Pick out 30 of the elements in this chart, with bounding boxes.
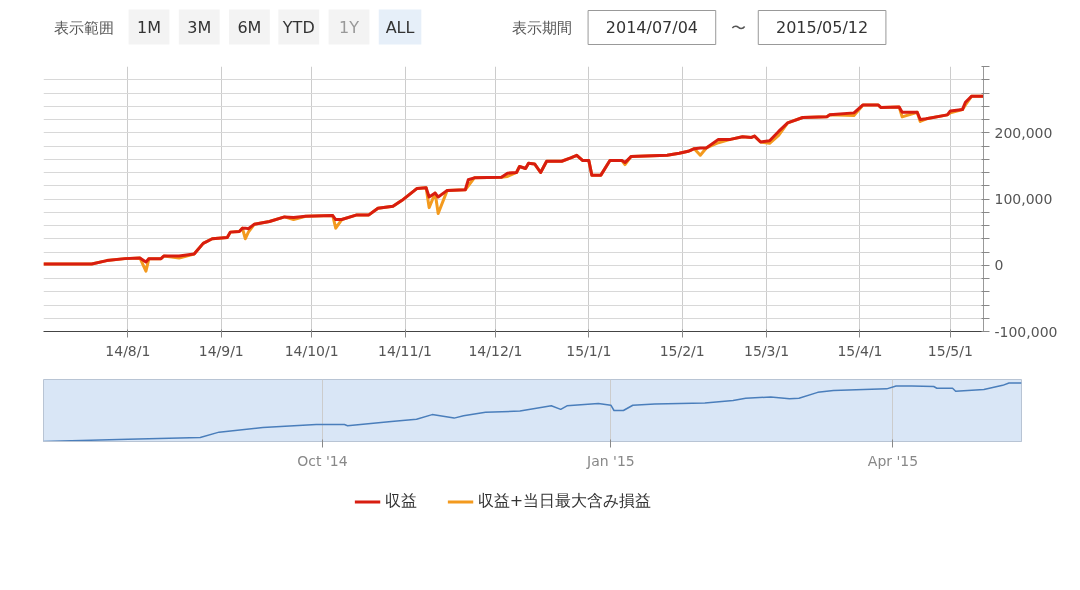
- x-tick-label: 15/4/1: [837, 342, 883, 359]
- text: 表示期間: [512, 18, 573, 37]
- x-tick-label: 15/1/1: [566, 342, 612, 359]
- text: 表示範囲: [53, 18, 114, 37]
- text: 1M: [137, 18, 162, 37]
- y-tick-label: 0: [994, 257, 1004, 274]
- x-tick-label: 14/12/1: [468, 342, 523, 359]
- text: 〜: [731, 18, 747, 37]
- y-tick-label: 200,000: [994, 124, 1053, 141]
- x-tick-label: Apr '15: [867, 452, 919, 469]
- x-tick-label: Oct '14: [297, 452, 348, 469]
- text: YTD: [281, 18, 315, 37]
- text: 6M: [237, 18, 262, 37]
- legend-label: 収益+当日最大含み損益: [477, 490, 652, 512]
- x-tick-label: 15/2/1: [659, 342, 705, 359]
- x-tick-label: Jan '15: [586, 452, 635, 469]
- text: 2015/05/12: [775, 18, 869, 37]
- x-tick-label: 14/9/1: [198, 342, 244, 359]
- y-tick-label: 100,000: [994, 191, 1053, 207]
- text: 1Y: [339, 18, 360, 37]
- text: ALL: [385, 18, 415, 37]
- x-tick-label: 14/8/1: [105, 342, 151, 359]
- legend-label: 収益: [384, 490, 417, 512]
- text: 3M: [187, 18, 212, 37]
- x-tick-label: 15/5/1: [927, 342, 973, 359]
- x-tick-label: 14/10/1: [284, 342, 339, 359]
- text: 2014/07/04: [605, 18, 699, 37]
- x-tick-label: 15/3/1: [744, 342, 790, 359]
- y-tick-label: -100,000: [994, 323, 1058, 340]
- x-tick-label: 14/11/1: [378, 342, 433, 359]
